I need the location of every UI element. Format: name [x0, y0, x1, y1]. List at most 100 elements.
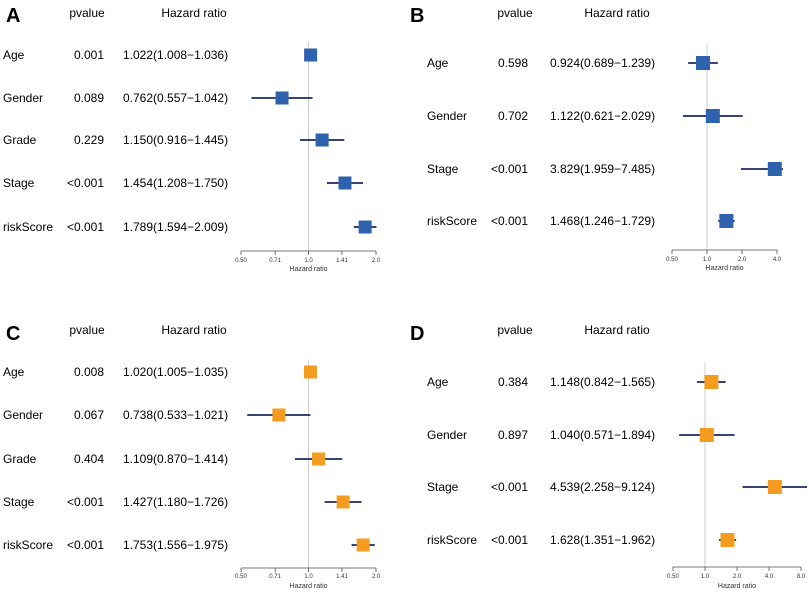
x-tick-label: 2.0 [372, 574, 381, 580]
x-axis: 0.50 0.71 1.0 1.41 2.0 Hazard ratio [235, 250, 381, 273]
pvalue-header: pvalue [69, 323, 105, 337]
pvalue-value: 0.897 [498, 428, 528, 442]
x-axis-title: Hazard ratio [289, 583, 327, 590]
hazard-ratio-value: 1.789(1.594−2.009) [123, 220, 228, 234]
forest-row-age: Age 0.384 1.148(0.842−1.565) [427, 375, 726, 389]
pvalue-value: 0.702 [498, 109, 528, 123]
hazard-ratio-value: 1.022(1.008−1.036) [123, 48, 228, 62]
panel-letter: B [410, 5, 424, 27]
hazard-ratio-value: 1.454(1.208−1.750) [123, 176, 228, 190]
x-tick-label: 1.0 [701, 574, 710, 580]
hazard-ratio-value: 1.628(1.351−1.962) [550, 533, 655, 547]
variable-label: Stage [3, 176, 35, 190]
pvalue-value: 0.598 [498, 56, 528, 70]
pvalue-value: 0.404 [74, 452, 104, 466]
pvalue-value: <0.001 [491, 480, 528, 494]
hazard-ratio-value: 1.150(0.916−1.445) [123, 133, 228, 147]
hazard-ratio-header: Hazard ratio [584, 323, 650, 337]
hazard-ratio-header: Hazard ratio [161, 6, 227, 20]
hazard-ratio-marker [699, 428, 714, 442]
hazard-ratio-marker [719, 214, 734, 228]
hazard-ratio-marker [312, 452, 326, 466]
hazard-ratio-value: 1.427(1.180−1.726) [123, 495, 228, 509]
variable-label: Grade [3, 133, 37, 147]
x-axis-title: Hazard ratio [705, 265, 743, 272]
forest-row-stage: Stage <0.001 3.829(1.959−7.485) [427, 162, 783, 176]
variable-label: riskScore [427, 214, 477, 228]
pvalue-value: <0.001 [67, 220, 104, 234]
pvalue-value: <0.001 [67, 495, 104, 509]
variable-label: riskScore [3, 538, 53, 552]
x-axis: 0.50 1.0 2.0 4.0 Hazard ratio [666, 249, 782, 272]
pvalue-value: <0.001 [67, 538, 104, 552]
forest-row-grade: Grade 0.229 1.150(0.916−1.445) [3, 133, 345, 147]
forest-row-grade: Grade 0.404 1.109(0.870−1.414) [3, 452, 343, 466]
hazard-ratio-value: 1.122(0.621−2.029) [550, 109, 655, 123]
pvalue-header: pvalue [497, 6, 533, 20]
forest-row-gender: Gender 0.702 1.122(0.621−2.029) [427, 109, 743, 123]
pvalue-value: 0.229 [74, 133, 104, 147]
forest-row-riskscore: riskScore <0.001 1.753(1.556−1.975) [3, 538, 375, 552]
x-tick-label: 1.41 [336, 574, 348, 580]
hazard-ratio-value: 1.468(1.246−1.729) [550, 214, 655, 228]
variable-label: Gender [427, 109, 467, 123]
panel-letter: D [410, 323, 424, 345]
forest-row-age: Age 0.001 1.022(1.008−1.036) [3, 48, 318, 62]
hazard-ratio-marker [303, 365, 317, 379]
hazard-ratio-marker [767, 162, 782, 176]
pvalue-value: <0.001 [491, 162, 528, 176]
pvalue-value: <0.001 [491, 214, 528, 228]
x-tick-label: 2.0 [372, 258, 381, 264]
pvalue-header: pvalue [497, 323, 533, 337]
forest-row-riskscore: riskScore <0.001 1.789(1.594−2.009) [3, 220, 377, 234]
x-tick-label: 0.50 [666, 257, 678, 263]
hazard-ratio-marker [356, 538, 370, 552]
hazard-ratio-value: 1.753(1.556−1.975) [123, 538, 228, 552]
hazard-ratio-value: 0.738(0.533−1.021) [123, 408, 228, 422]
hazard-ratio-marker [315, 133, 329, 147]
variable-label: Gender [3, 91, 43, 105]
variable-label: Stage [3, 495, 35, 509]
hazard-ratio-marker [275, 91, 289, 105]
hazard-ratio-value: 1.020(1.005−1.035) [123, 365, 228, 379]
forest-row-age: Age 0.598 0.924(0.689−1.239) [427, 56, 718, 70]
forest-row-riskscore: riskScore <0.001 1.468(1.246−1.729) [427, 214, 735, 228]
forest-row-gender: Gender 0.067 0.738(0.533−1.021) [3, 408, 311, 422]
x-tick-label: 8.0 [797, 574, 806, 580]
variable-label: Age [3, 365, 25, 379]
forest-row-stage: Stage <0.001 1.454(1.208−1.750) [3, 176, 363, 190]
x-tick-label: 2.0 [738, 257, 747, 263]
x-axis: 0.50 1.0 2.0 4.0 8.0 Hazard ratio [667, 566, 806, 590]
forest-row-riskscore: riskScore <0.001 1.628(1.351−1.962) [427, 533, 737, 547]
hazard-ratio-header: Hazard ratio [161, 323, 227, 337]
x-tick-label: 1.0 [304, 574, 313, 580]
pvalue-value: 0.001 [74, 48, 104, 62]
hazard-ratio-value: 0.924(0.689−1.239) [550, 56, 655, 70]
x-tick-label: 1.41 [336, 258, 348, 264]
x-tick-label: 1.0 [703, 257, 712, 263]
variable-label: Gender [427, 428, 467, 442]
x-tick-label: 0.50 [667, 574, 679, 580]
hazard-ratio-marker [304, 48, 318, 62]
x-axis-title: Hazard ratio [718, 583, 756, 590]
hazard-ratio-value: 3.829(1.959−7.485) [550, 162, 655, 176]
x-tick-label: 0.50 [235, 574, 247, 580]
hazard-ratio-value: 0.762(0.557−1.042) [123, 91, 228, 105]
forest-row-age: Age 0.008 1.020(1.005−1.035) [3, 365, 317, 379]
variable-label: Stage [427, 480, 459, 494]
variable-label: Age [427, 56, 449, 70]
pvalue-value: 0.008 [74, 365, 104, 379]
hazard-ratio-marker [338, 176, 352, 190]
forest-row-gender: Gender 0.897 1.040(0.571−1.894) [427, 428, 735, 442]
hazard-ratio-marker [720, 533, 735, 547]
pvalue-value: <0.001 [67, 176, 104, 190]
pvalue-value: 0.089 [74, 91, 104, 105]
forest-row-stage: Stage <0.001 1.427(1.180−1.726) [3, 495, 362, 509]
hazard-ratio-marker [336, 495, 350, 509]
x-tick-label: 4.0 [773, 257, 782, 263]
pvalue-value: 0.067 [74, 408, 104, 422]
x-axis: 0.50 0.71 1.0 1.41 2.0 Hazard ratio [235, 567, 381, 590]
